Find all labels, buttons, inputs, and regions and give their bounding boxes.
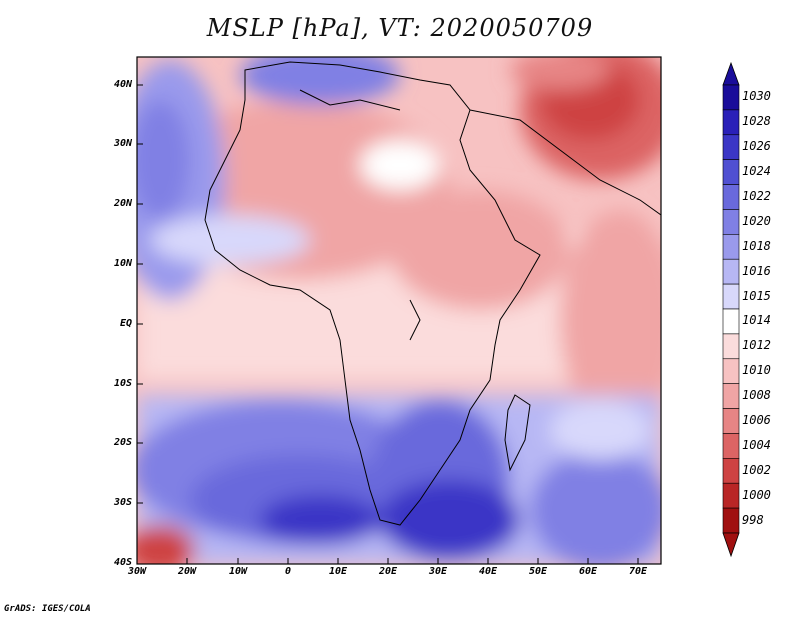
colorbar-label: 1028 [742, 114, 771, 129]
colorbar-label: 1026 [742, 139, 771, 154]
lat-label-20s: 20S [113, 437, 132, 448]
colorbar-box [722, 209, 740, 235]
lon-label-0: 0 [284, 566, 292, 577]
lat-label-20n: 20N [113, 198, 132, 209]
colorbar-box [722, 308, 740, 335]
lon-label-10w: 10W [228, 566, 248, 577]
lon-label-20e: 20E [378, 566, 398, 577]
coastlines [204, 61, 661, 526]
colorbar-top-arrow [722, 61, 740, 86]
lon-label-30e: 30E [428, 566, 448, 577]
colorbar-box [722, 383, 740, 409]
pressure-field [137, 57, 661, 564]
colorbar-box [722, 433, 740, 459]
colorbar-label: 1010 [742, 363, 771, 378]
lon-label-50e: 50E [528, 566, 548, 577]
colorbar-box [722, 109, 740, 136]
lat-label-30n: 30N [113, 138, 132, 149]
colorbar-label: 1018 [742, 238, 771, 253]
colorbar-label: 1006 [742, 413, 771, 427]
colorbar-label: 1022 [742, 189, 771, 203]
colorbar-label: 1014 [742, 313, 771, 328]
colorbar-label: 1016 [742, 263, 771, 278]
colorbar-label: 1002 [742, 462, 771, 477]
map-title: MSLP [hPa], VT: 2020050709 [206, 14, 594, 42]
lat-label-10n: 10N [113, 258, 132, 269]
lon-label-20w: 20W [177, 566, 197, 577]
lat-label-30s: 30S [113, 497, 132, 508]
colorbar-box [722, 159, 740, 185]
colorbar-box [722, 333, 740, 360]
colorbar [722, 61, 740, 558]
lon-label-60e: 60E [578, 566, 598, 577]
lat-label-10s: 10S [113, 378, 132, 389]
colorbar-box [722, 408, 740, 434]
colorbar-box [722, 458, 740, 484]
colorbar-label: 998 [742, 512, 764, 527]
colorbar-box [722, 134, 740, 160]
colorbar-label: 1020 [742, 213, 771, 228]
lat-label-40s: 40S [113, 557, 132, 568]
lon-label-40e: 40E [478, 566, 498, 577]
colorbar-label: 1004 [742, 437, 771, 452]
plot-frame [136, 56, 662, 565]
colorbar-label: 1000 [742, 487, 771, 502]
lon-label-10e: 10E [328, 566, 348, 577]
colorbar-label: 1012 [742, 338, 771, 353]
colorbar-box [722, 358, 740, 384]
colorbar-box [722, 234, 740, 260]
colorbar-box [722, 507, 740, 534]
lon-label-30w: 30W [127, 566, 147, 577]
lat-label-eq: EQ [119, 318, 132, 329]
colorbar-label: 1024 [742, 164, 771, 179]
lon-label-70e: 70E [628, 566, 648, 577]
colorbar-label: 1015 [742, 288, 771, 303]
colorbar-box [722, 84, 740, 111]
colorbar-box [722, 184, 740, 210]
colorbar-label: 1008 [742, 388, 771, 403]
colorbar-box [722, 482, 740, 509]
colorbar-bottom-arrow [722, 532, 740, 558]
axis-ticks [137, 84, 639, 564]
colorbar-box [722, 283, 740, 310]
colorbar-label: 1030 [742, 89, 771, 104]
credit-label: GrADS: IGES/COLA [4, 604, 91, 614]
colorbar-box [722, 258, 740, 285]
lat-label-40n: 40N [113, 79, 132, 90]
